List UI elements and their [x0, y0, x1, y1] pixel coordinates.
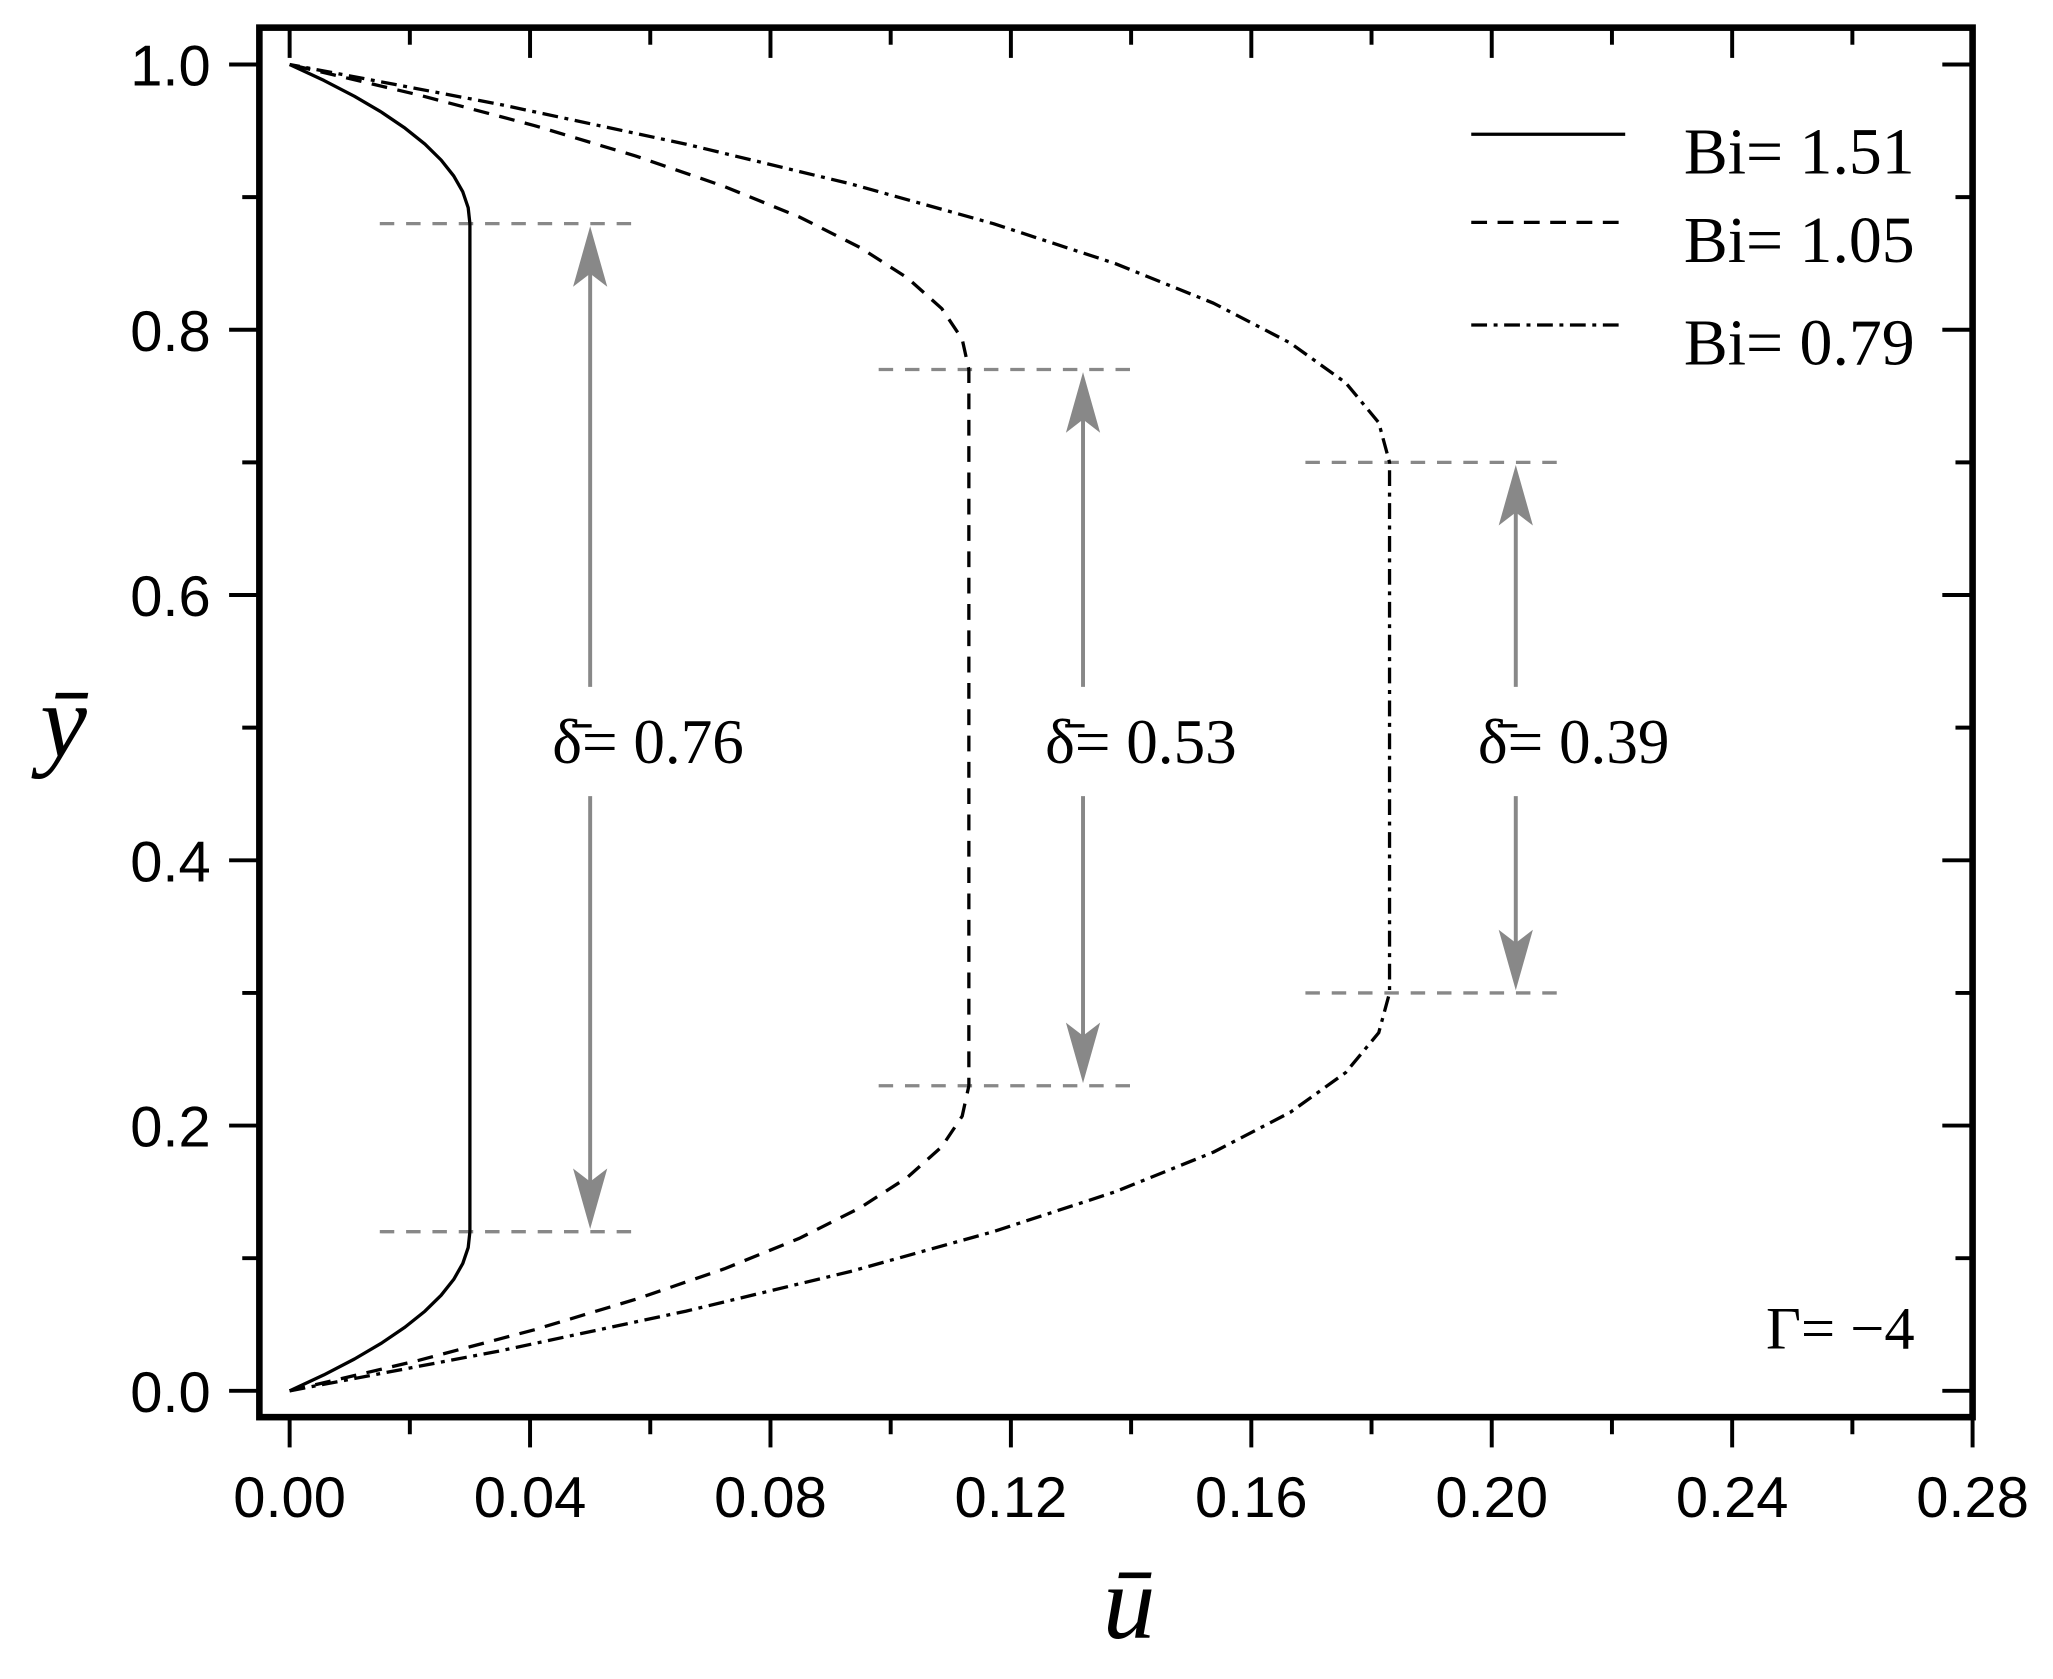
arrow-down-icon — [1498, 929, 1533, 991]
x-axis-label: ū — [1103, 1544, 1156, 1661]
arrow-up-icon — [1498, 465, 1533, 526]
y-tick-label: 0.6 — [130, 565, 210, 629]
x-tick-label: 0.20 — [1435, 1466, 1548, 1530]
y-tick-label: 0.8 — [130, 300, 210, 364]
y-tick-label: 0.4 — [130, 830, 210, 894]
y-tick-label: 1.0 — [130, 35, 210, 99]
gamma-label: Γ= −4 — [1766, 1296, 1915, 1363]
x-tick-label: 0.28 — [1916, 1466, 2029, 1530]
x-tick-label: 0.12 — [955, 1466, 1068, 1530]
x-tick-label: 0.04 — [474, 1466, 587, 1530]
x-tick-label: 0.16 — [1195, 1466, 1308, 1530]
delta-label: δ̄= 0.39 — [1478, 707, 1670, 777]
series-line-3 — [289, 62, 1392, 1393]
y-tick-label: 0.2 — [130, 1096, 210, 1160]
plot-frame — [256, 24, 1976, 1421]
x-tick-label: 0.00 — [233, 1466, 346, 1530]
arrow-up-icon — [1065, 372, 1101, 433]
x-tick-label: 0.24 — [1676, 1466, 1789, 1530]
legend-label: Bi= 0.79 — [1684, 306, 1915, 379]
legend-label: Bi= 1.51 — [1684, 116, 1915, 189]
series-line-2 — [289, 62, 971, 1393]
legend-label: Bi= 1.05 — [1684, 204, 1915, 277]
legend: Bi= 1.51 Bi= 1.05 Bi= 0.79 — [1471, 116, 1915, 379]
y-tick-label: 0.0 — [130, 1361, 210, 1425]
arrow-down-icon — [573, 1168, 608, 1230]
arrow-up-icon — [573, 226, 608, 287]
x-tick-label: 0.08 — [714, 1466, 827, 1530]
delta-label: δ̄= 0.53 — [1045, 707, 1237, 777]
y-axis-label: ȳ — [31, 663, 89, 780]
series-line-1 — [288, 62, 472, 1393]
delta-label: δ̄= 0.76 — [552, 707, 744, 777]
arrow-down-icon — [1065, 1022, 1101, 1084]
